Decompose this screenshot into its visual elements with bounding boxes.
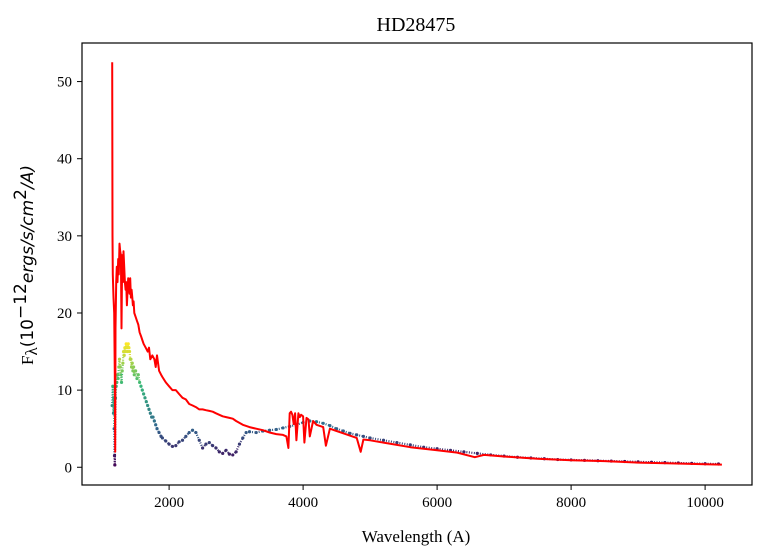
x-tick-label: 6000 <box>422 495 452 511</box>
data-dot-trail <box>463 450 478 455</box>
data-dot-trail <box>181 435 187 441</box>
data-line-series <box>111 62 722 466</box>
chart-title: HD28475 <box>377 14 456 36</box>
data-dot-trail <box>185 431 191 438</box>
x-tick-label: 4000 <box>288 495 318 511</box>
data-dot-trail <box>174 441 180 447</box>
data-dot-trail <box>201 443 207 449</box>
y-axis-label-sub: λ <box>22 347 41 356</box>
x-axis-ticks: 2000 4000 6000 8000 10000 <box>154 485 724 511</box>
x-tick-label: 10000 <box>686 495 724 511</box>
data-dot <box>190 428 195 432</box>
data-dot <box>187 430 191 435</box>
data-dot-trail <box>160 435 164 439</box>
data-dot <box>241 436 245 440</box>
red-flux-line <box>111 62 722 466</box>
y-tick-label: 20 <box>57 306 72 322</box>
y-axis-label-units-exp: 2 <box>11 189 31 200</box>
y-axis-label-units: ergs/s/cm <box>18 200 38 283</box>
data-dot <box>224 448 228 452</box>
data-dot-trail <box>156 428 161 434</box>
y-axis-label-math: (10 <box>18 319 38 347</box>
data-dot <box>207 440 211 445</box>
y-tick-label: 30 <box>57 229 72 245</box>
data-dot-trail <box>165 440 170 445</box>
data-dot-trail <box>161 437 167 442</box>
y-axis-label-exp: −12 <box>11 283 31 319</box>
data-dot-trail <box>215 447 221 453</box>
data-dot-trail <box>208 441 214 447</box>
plot-frame <box>81 42 753 486</box>
data-dot <box>174 444 178 448</box>
data-dot-trail <box>120 370 124 383</box>
data-dot-trail <box>111 386 114 406</box>
y-axis-label-units-tail: /A) <box>18 165 38 191</box>
data-dot-trail <box>225 449 231 455</box>
x-tick-label: 2000 <box>154 495 184 511</box>
y-tick-label: 0 <box>65 460 73 476</box>
data-dot-trail <box>221 449 227 455</box>
y-tick-label: 40 <box>57 152 72 168</box>
data-dot-trail <box>158 432 163 437</box>
x-axis-label: Wavelength (A) <box>362 527 471 546</box>
data-dot-trail <box>121 351 125 364</box>
data-dot-trail <box>232 451 237 456</box>
y-axis-label-f: F <box>18 356 37 365</box>
y-axis-label: Fλ(10−12ergs/s/cm2/A) <box>11 165 41 365</box>
x-tick-label: 8000 <box>556 495 586 511</box>
data-dot <box>221 451 225 455</box>
y-axis-ticks: 0 10 20 30 40 50 <box>57 75 82 476</box>
data-dot-trail <box>117 366 120 379</box>
y-tick-label: 10 <box>57 383 72 399</box>
y-tick-label: 50 <box>57 75 72 91</box>
